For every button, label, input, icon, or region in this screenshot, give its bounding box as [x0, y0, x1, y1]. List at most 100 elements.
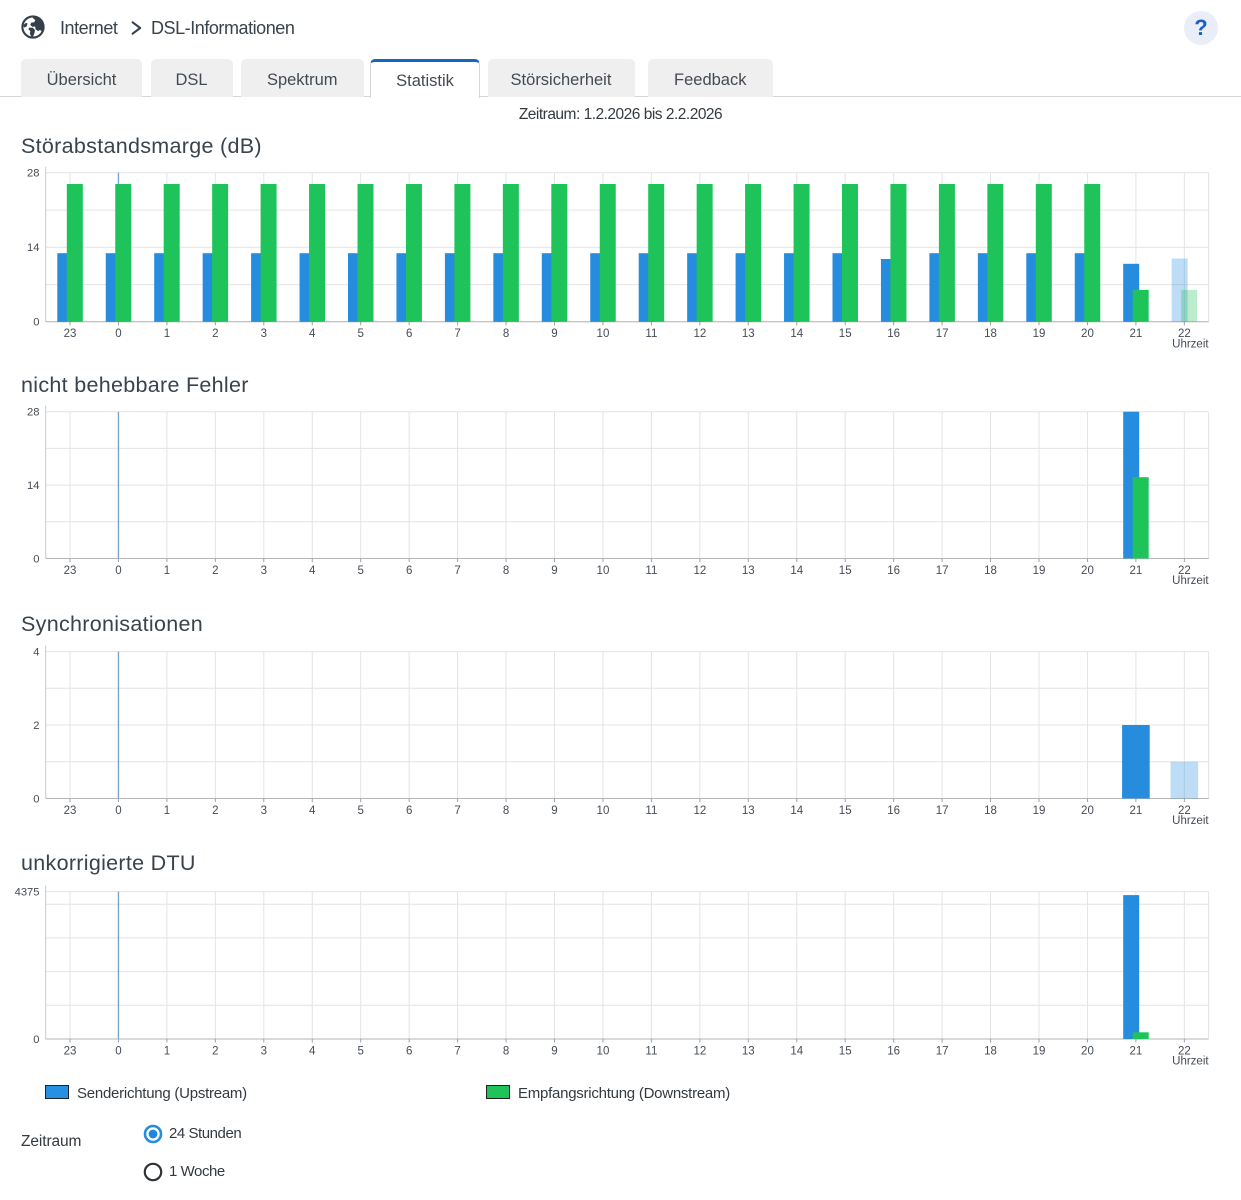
svg-text:14: 14	[27, 480, 39, 492]
svg-text:1: 1	[164, 1045, 170, 1057]
svg-text:18: 18	[984, 565, 997, 577]
svg-text:13: 13	[742, 565, 755, 577]
svg-text:22: 22	[1178, 1045, 1191, 1057]
svg-text:4: 4	[309, 565, 316, 577]
svg-text:3: 3	[261, 805, 267, 817]
svg-text:23: 23	[64, 1045, 77, 1057]
svg-text:18: 18	[984, 328, 997, 340]
svg-text:14: 14	[790, 328, 803, 340]
svg-text:2: 2	[212, 805, 218, 817]
svg-text:15: 15	[839, 565, 852, 577]
svg-text:0: 0	[115, 805, 121, 817]
svg-text:17: 17	[936, 328, 949, 340]
svg-text:9: 9	[551, 805, 557, 817]
svg-text:9: 9	[551, 1045, 557, 1057]
svg-text:20: 20	[1081, 1045, 1094, 1057]
svg-text:0: 0	[33, 793, 39, 805]
svg-text:Uhrzeit: Uhrzeit	[1172, 1056, 1209, 1068]
svg-text:4: 4	[309, 1045, 316, 1057]
svg-text:23: 23	[64, 805, 77, 817]
svg-text:15: 15	[839, 1045, 852, 1057]
svg-text:28: 28	[27, 168, 39, 180]
svg-text:6: 6	[406, 805, 412, 817]
svg-text:21: 21	[1130, 565, 1143, 577]
svg-text:7: 7	[454, 565, 460, 577]
svg-text:1: 1	[164, 805, 170, 817]
svg-text:6: 6	[406, 328, 412, 340]
svg-text:6: 6	[406, 1045, 412, 1057]
svg-text:11: 11	[645, 328, 657, 340]
svg-text:12: 12	[693, 565, 706, 577]
svg-text:8: 8	[503, 805, 509, 817]
svg-text:5: 5	[357, 805, 363, 817]
svg-text:0: 0	[115, 1045, 121, 1057]
svg-text:5: 5	[357, 565, 363, 577]
svg-text:19: 19	[1033, 1045, 1046, 1057]
svg-text:3: 3	[261, 1045, 267, 1057]
svg-text:12: 12	[693, 1045, 706, 1057]
svg-text:18: 18	[984, 1045, 997, 1057]
svg-text:21: 21	[1130, 1045, 1143, 1057]
svg-text:9: 9	[551, 328, 557, 340]
svg-text:23: 23	[64, 565, 77, 577]
svg-text:8: 8	[503, 328, 509, 340]
svg-text:0: 0	[33, 1034, 39, 1046]
svg-text:28: 28	[27, 407, 39, 419]
svg-text:16: 16	[887, 565, 900, 577]
svg-text:Uhrzeit: Uhrzeit	[1172, 815, 1209, 827]
svg-text:22: 22	[1178, 328, 1191, 340]
svg-text:22: 22	[1178, 805, 1191, 817]
svg-text:16: 16	[887, 328, 900, 340]
svg-text:1: 1	[164, 328, 170, 340]
svg-text:10: 10	[597, 1045, 610, 1057]
svg-text:11: 11	[645, 565, 657, 577]
svg-text:19: 19	[1033, 328, 1046, 340]
svg-text:17: 17	[936, 805, 949, 817]
svg-text:Uhrzeit: Uhrzeit	[1172, 575, 1209, 587]
svg-text:18: 18	[984, 805, 997, 817]
svg-text:2: 2	[33, 720, 39, 732]
svg-text:13: 13	[742, 328, 755, 340]
svg-text:6: 6	[406, 565, 412, 577]
svg-text:4: 4	[309, 805, 316, 817]
svg-text:10: 10	[597, 328, 610, 340]
svg-text:16: 16	[887, 805, 900, 817]
svg-text:0: 0	[33, 317, 39, 329]
svg-text:23: 23	[64, 328, 77, 340]
svg-text:17: 17	[936, 1045, 949, 1057]
svg-text:1: 1	[164, 565, 170, 577]
svg-text:22: 22	[1178, 565, 1191, 577]
svg-text:14: 14	[790, 1045, 803, 1057]
svg-text:13: 13	[742, 1045, 755, 1057]
svg-text:2: 2	[212, 1045, 218, 1057]
svg-text:20: 20	[1081, 328, 1094, 340]
svg-text:5: 5	[357, 1045, 363, 1057]
svg-text:4: 4	[33, 646, 39, 658]
svg-text:5: 5	[357, 328, 363, 340]
svg-text:0: 0	[115, 565, 121, 577]
svg-text:21: 21	[1130, 328, 1143, 340]
svg-text:11: 11	[645, 805, 657, 817]
svg-text:7: 7	[454, 1045, 460, 1057]
svg-text:19: 19	[1033, 565, 1046, 577]
svg-text:12: 12	[693, 805, 706, 817]
svg-text:17: 17	[936, 565, 949, 577]
svg-text:8: 8	[503, 1045, 509, 1057]
svg-text:21: 21	[1130, 805, 1143, 817]
svg-text:20: 20	[1081, 805, 1094, 817]
svg-text:3: 3	[261, 565, 267, 577]
svg-text:9: 9	[551, 565, 557, 577]
svg-text:15: 15	[839, 328, 852, 340]
svg-text:7: 7	[454, 805, 460, 817]
svg-text:11: 11	[645, 1045, 657, 1057]
svg-text:7: 7	[454, 328, 460, 340]
svg-text:8: 8	[503, 565, 509, 577]
svg-text:0: 0	[115, 328, 121, 340]
svg-text:10: 10	[597, 565, 610, 577]
svg-text:14: 14	[27, 242, 39, 254]
svg-text:10: 10	[597, 805, 610, 817]
svg-text:2: 2	[212, 328, 218, 340]
svg-text:19: 19	[1033, 805, 1046, 817]
svg-text:Uhrzeit: Uhrzeit	[1172, 339, 1209, 351]
svg-text:12: 12	[693, 328, 706, 340]
